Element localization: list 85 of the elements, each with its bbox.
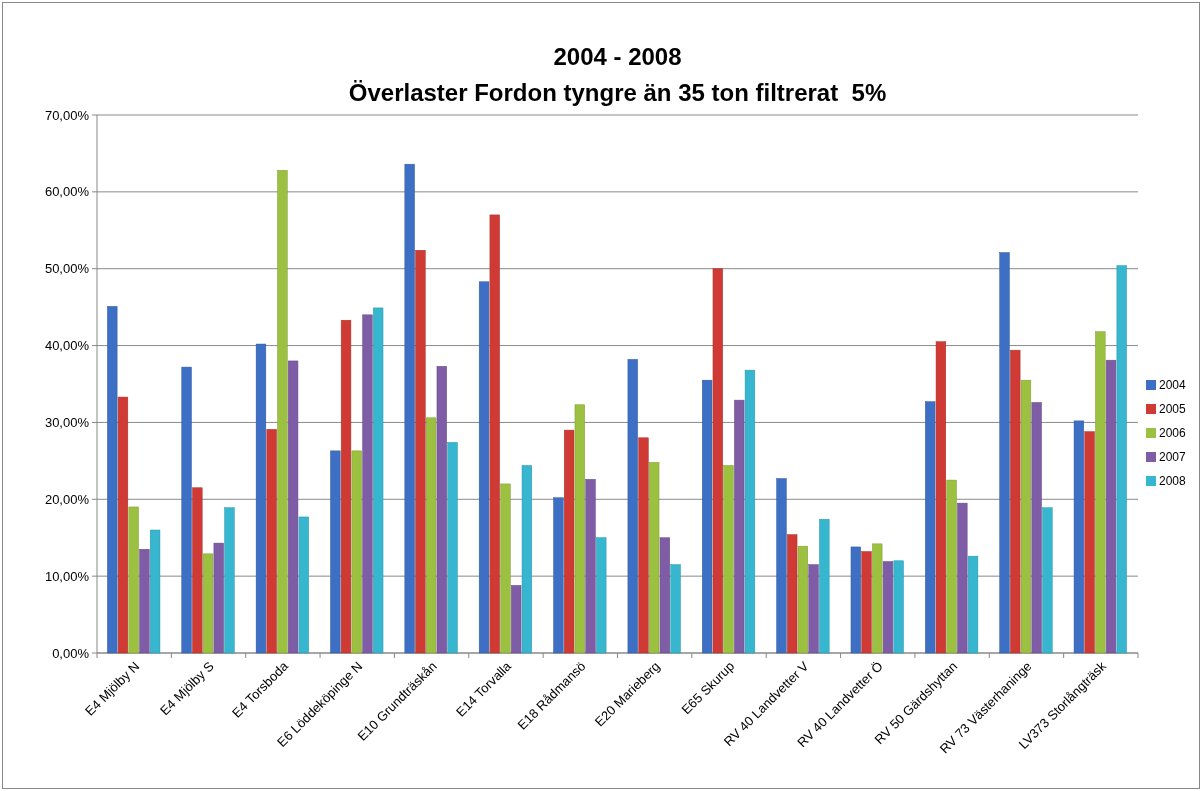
- bar: [702, 379, 713, 654]
- bar: [861, 551, 872, 654]
- bar: [500, 483, 511, 654]
- bar: [373, 307, 384, 654]
- bar: [415, 250, 426, 654]
- bar: [967, 555, 979, 654]
- y-tick-label: 20,00%: [44, 491, 90, 507]
- bar: [351, 450, 362, 654]
- legend-label: 2007: [1159, 450, 1187, 465]
- bar: [670, 564, 681, 654]
- bar: [277, 170, 288, 654]
- bar: [574, 404, 585, 654]
- bar: [744, 369, 756, 654]
- bar: [426, 417, 437, 654]
- bar: [925, 401, 936, 654]
- bar: [1042, 507, 1053, 654]
- bar: [596, 537, 607, 654]
- bar: [585, 479, 596, 654]
- bar: [957, 502, 968, 654]
- bar: [797, 545, 808, 654]
- y-tick-label: 0,00%: [52, 645, 90, 661]
- bar: [298, 516, 309, 654]
- bar: [723, 465, 734, 654]
- bar: [521, 465, 532, 654]
- bar: [266, 429, 277, 654]
- bar: [224, 507, 235, 654]
- bar: [128, 506, 139, 654]
- legend-label: 2006: [1159, 426, 1187, 441]
- bar: [213, 542, 224, 654]
- bar: [447, 442, 458, 654]
- bar: [362, 314, 373, 654]
- bar: [511, 585, 522, 654]
- bar: [1116, 265, 1127, 654]
- bar: [627, 359, 638, 654]
- bar: [202, 553, 214, 654]
- bar: [139, 548, 150, 654]
- bar: [1031, 402, 1042, 654]
- bar: [872, 543, 883, 654]
- legend-label: 2004: [1159, 378, 1187, 393]
- bar: [776, 478, 787, 654]
- bar: [107, 306, 118, 654]
- y-tick-label: 60,00%: [44, 184, 90, 200]
- bar: [1010, 349, 1021, 654]
- bar: [638, 437, 649, 654]
- bar: [404, 163, 415, 654]
- legend-label: 2005: [1159, 402, 1187, 417]
- bar: [1105, 359, 1117, 654]
- bar: [946, 479, 957, 654]
- bar: [712, 268, 723, 654]
- chart-subtitle: Överlaster Fordon tyngre än 35 ton filtrerat 5%: [348, 79, 887, 106]
- bar: [330, 450, 341, 654]
- bar: [181, 366, 192, 654]
- bar: [787, 534, 798, 654]
- bar: [553, 497, 564, 654]
- bar: [882, 561, 894, 654]
- bar: [1084, 431, 1095, 654]
- bar: [1020, 379, 1032, 654]
- bar: [478, 281, 490, 654]
- bar: [659, 537, 670, 654]
- bar: [819, 519, 830, 654]
- bar: [288, 360, 299, 654]
- bar: [999, 252, 1010, 654]
- y-tick-label: 30,00%: [44, 414, 90, 430]
- bar: [192, 487, 203, 654]
- bar: [649, 462, 660, 654]
- y-tick-label: 50,00%: [44, 261, 90, 277]
- bar: [1095, 331, 1106, 654]
- bar: [935, 341, 946, 654]
- y-tick-label: 40,00%: [44, 338, 90, 354]
- bar: [340, 319, 352, 654]
- bar: [1073, 420, 1085, 654]
- bar: [149, 529, 161, 654]
- legend-label: 2008: [1159, 474, 1187, 489]
- bar: [893, 560, 904, 654]
- bar: [436, 366, 447, 654]
- bar: [808, 564, 819, 654]
- bar: [564, 429, 575, 654]
- y-tick-label: 70,00%: [44, 107, 90, 123]
- chart-title: 2004 - 2008: [553, 43, 682, 70]
- bar: [255, 343, 267, 654]
- bar: [489, 214, 500, 654]
- bar: [734, 399, 745, 654]
- y-tick-label: 10,00%: [44, 568, 90, 584]
- bar: [117, 396, 129, 654]
- bar: [850, 546, 861, 654]
